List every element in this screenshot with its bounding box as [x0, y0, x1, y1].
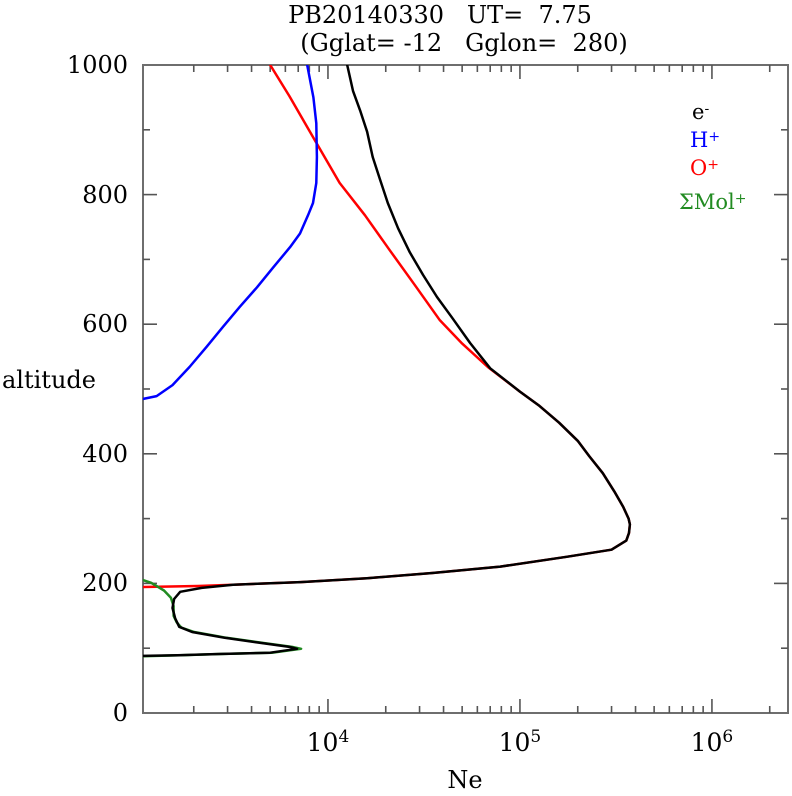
- legend-item-e: e-: [692, 100, 709, 127]
- legend-label-sup: +: [734, 190, 747, 207]
- legend-label-sup: -: [704, 100, 710, 117]
- x-tick-exponent: 4: [338, 726, 350, 747]
- series-o: [143, 65, 632, 589]
- legend-label-text: ΣMol: [679, 190, 735, 214]
- y-tick-label-1000: 1000: [66, 51, 128, 79]
- legend-label-text: O: [690, 156, 708, 180]
- y-tick-label-800: 800: [82, 180, 128, 209]
- legend-label-sup: +: [707, 156, 719, 173]
- legend-label-text: H: [690, 128, 709, 152]
- chart-title-line2: (Gglat= -12 Gglon= 280): [300, 29, 628, 57]
- y-tick-label-200: 200: [82, 569, 128, 598]
- x-tick-mantissa: 10: [306, 728, 339, 757]
- y-tick-label-600: 600: [82, 310, 128, 339]
- legend-label-text: e: [692, 100, 705, 124]
- legend-item-o: O+: [690, 156, 719, 183]
- x-axis-label: Ne: [447, 766, 483, 794]
- legend-item-h: H+: [690, 128, 720, 155]
- x-tick-label-1e4: 104: [306, 726, 350, 761]
- x-tick-label-1e6: 106: [690, 726, 734, 761]
- x-tick-label-1e5: 105: [498, 726, 542, 761]
- y-tick-label-0: 0: [112, 699, 128, 727]
- x-tick-mantissa: 10: [690, 728, 723, 757]
- x-tick-exponent: 5: [530, 726, 542, 747]
- x-tick-mantissa: 10: [498, 728, 531, 757]
- series-h: [143, 65, 319, 401]
- x-tick-exponent: 6: [722, 726, 734, 747]
- chart-title-line1: PB20140330 UT= 7.75: [288, 1, 592, 29]
- legend-label-sup: +: [708, 128, 721, 145]
- series-e: [143, 65, 632, 658]
- y-tick-label-400: 400: [82, 439, 128, 468]
- y-axis-label: altitude: [2, 366, 96, 394]
- legend-item-mol: ΣMol+: [679, 190, 746, 217]
